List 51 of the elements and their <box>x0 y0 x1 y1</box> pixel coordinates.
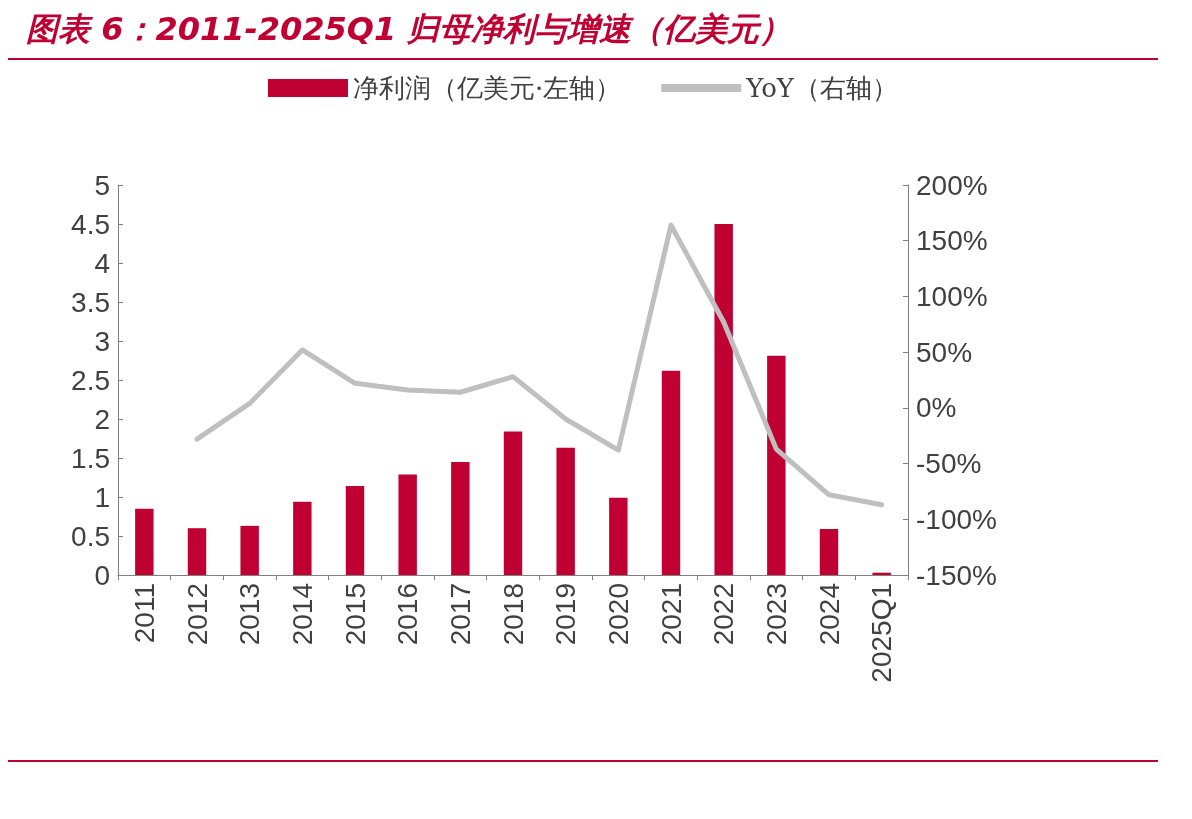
x-tick-label: 2011 <box>128 583 160 644</box>
x-tick-label: 2014 <box>286 583 318 646</box>
x-tick-label: 2015 <box>339 583 371 646</box>
x-tick-label: 2018 <box>497 583 529 646</box>
y2-tick-label: 100% <box>916 280 988 312</box>
y-tick-label: 4.5 <box>71 208 110 240</box>
y-tick-label: 2.5 <box>71 364 110 396</box>
bar <box>556 447 575 575</box>
x-tick-label: 2025Q1 <box>866 583 898 683</box>
bar <box>609 497 628 575</box>
bar <box>767 355 786 575</box>
x-tick-label: 2013 <box>234 583 266 646</box>
y-tick-label: 4 <box>94 247 110 279</box>
x-tick-label: 2024 <box>813 583 845 646</box>
y2-tick-label: 150% <box>916 225 988 257</box>
bar <box>714 224 733 575</box>
bar <box>187 528 207 575</box>
y-tick-label: 5 <box>94 169 110 201</box>
y2-tick-label: -100% <box>916 503 997 535</box>
bar <box>345 486 365 575</box>
y-tick-label: 0 <box>94 559 110 591</box>
y2-tick-label: -150% <box>916 559 997 591</box>
bar <box>293 501 312 575</box>
x-tick-label: 2016 <box>392 583 424 646</box>
bar <box>661 370 681 575</box>
chart-title: 图表 6：2011-2025Q1 归母净利与增速（亿美元） <box>8 8 1158 60</box>
y-tick-label: 3 <box>94 325 110 357</box>
bar <box>819 528 839 575</box>
y2-tick-label: 200% <box>916 169 988 201</box>
x-tick-label: 2012 <box>181 583 213 646</box>
legend-label: YoY（右轴） <box>745 73 899 103</box>
legend-label: 净利润（亿美元·左轴） <box>353 73 622 103</box>
bar <box>503 431 523 575</box>
y-tick-label: 3.5 <box>71 286 110 318</box>
bar <box>240 525 259 575</box>
bar <box>398 474 417 575</box>
y-tick-label: 1.5 <box>71 442 110 474</box>
y2-tick-label: 50% <box>916 336 973 368</box>
x-tick-label: 2019 <box>550 583 582 646</box>
y2-tick-label: -50% <box>916 448 982 480</box>
bar <box>135 508 154 575</box>
y-tick-label: 0.5 <box>71 520 110 552</box>
y2-tick-label: 0% <box>916 392 957 424</box>
bar <box>451 461 470 575</box>
x-tick-label: 2020 <box>602 583 634 646</box>
y-tick-label: 1 <box>94 481 110 513</box>
x-tick-label: 2021 <box>655 583 687 646</box>
y-tick-label: 2 <box>94 403 110 435</box>
x-tick-label: 2017 <box>444 583 476 646</box>
x-tick-label: 2022 <box>708 583 740 646</box>
x-tick-label: 2023 <box>760 583 792 646</box>
